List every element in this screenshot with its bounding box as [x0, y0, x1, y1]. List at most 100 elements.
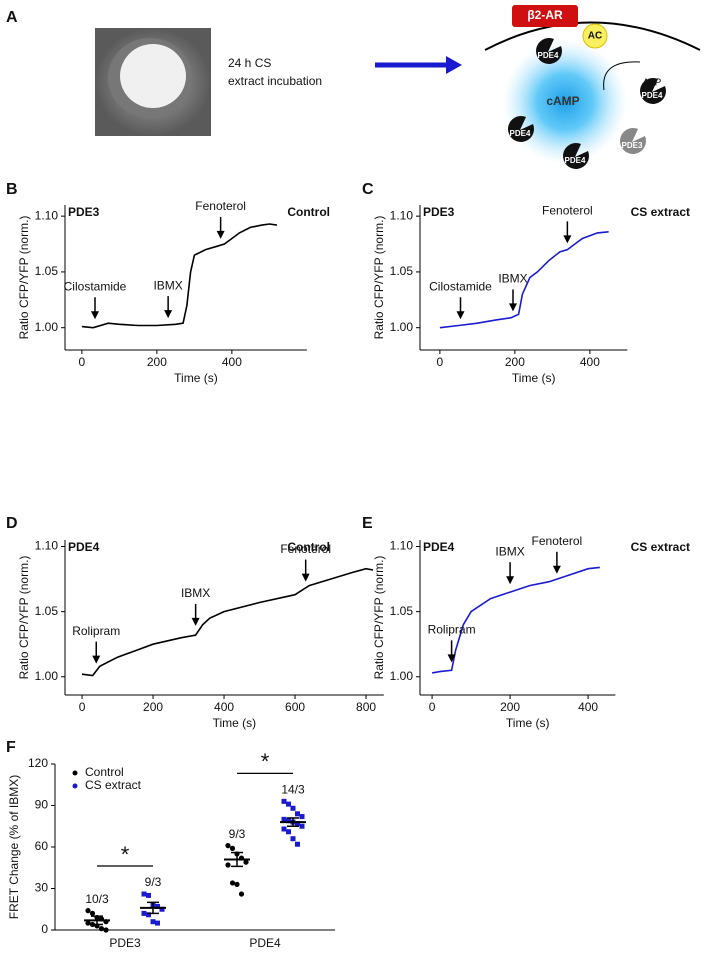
y-tick-label: 1.05	[35, 604, 59, 618]
trace	[431, 566, 600, 674]
y-tick-label: 30	[35, 881, 49, 895]
legend-marker	[72, 783, 78, 789]
annotation: IBMX	[498, 272, 527, 286]
caption-line: 24 h CS	[228, 56, 271, 70]
annotation-arrowhead	[447, 654, 456, 663]
annotation: Fenoterol	[280, 542, 331, 556]
x-tick-label: 400	[578, 700, 598, 714]
data-point	[141, 891, 147, 897]
data-point	[295, 820, 300, 826]
data-point	[155, 903, 160, 909]
panel-title: PDE3	[423, 205, 455, 219]
x-tick-label: 200	[147, 355, 167, 369]
y-tick-label: 120	[28, 756, 48, 770]
panel-a: A 24 h CS extract incubation β2-AR AC AT…	[6, 5, 701, 164]
n-label: 9/3	[145, 875, 162, 889]
y-tick-label: 1.00	[390, 320, 414, 334]
y-axis-label: Ratio CFP/YFP (norm.)	[372, 556, 386, 680]
y-tick-label: 1.00	[35, 669, 59, 683]
data-point	[89, 910, 96, 917]
y-tick-label: 90	[35, 798, 49, 812]
data-point	[146, 912, 151, 918]
panel-label: F	[6, 739, 16, 756]
annotation: Fenoterol	[195, 199, 246, 213]
trace	[439, 231, 609, 329]
y-tick-label: 1.10	[390, 539, 414, 553]
legend-marker	[72, 770, 78, 776]
trace	[81, 223, 278, 329]
y-axis-label: FRET Change (% of IBMX)	[7, 775, 21, 920]
data-point	[295, 841, 300, 847]
x-tick-label: 200	[500, 700, 520, 714]
panel-title: Control	[287, 205, 330, 219]
panel-label: D	[6, 515, 18, 532]
panel-label: A	[6, 9, 18, 26]
data-point	[146, 892, 151, 898]
x-tick-label: 0	[79, 700, 86, 714]
enzyme-label: PDE4	[642, 91, 663, 100]
x-tick-label: PDE4	[249, 936, 281, 950]
n-label: 10/3	[85, 892, 109, 906]
annotation-arrowhead	[164, 310, 173, 319]
annotation-arrowhead	[216, 230, 225, 239]
arrow-head	[446, 56, 462, 74]
data-point	[281, 816, 287, 822]
annotation: IBMX	[153, 278, 182, 292]
annotation: Fenoterol	[532, 534, 583, 548]
x-tick-label: 200	[143, 700, 163, 714]
y-tick-label: 1.05	[390, 264, 414, 278]
data-point	[286, 829, 291, 835]
annotation-arrowhead	[456, 311, 465, 320]
data-point	[85, 920, 91, 926]
annotation: Cilostamide	[64, 279, 127, 293]
receptor-label: β2-AR	[527, 8, 563, 22]
annotation-arrowhead	[191, 617, 200, 626]
x-axis-label: Time (s)	[512, 371, 556, 385]
x-axis-label: Time (s)	[506, 716, 550, 730]
enzyme-label: PDE3	[622, 141, 643, 150]
panel-label: E	[362, 515, 373, 532]
data-point	[281, 798, 287, 804]
data-point	[103, 927, 109, 933]
annotation: Fenoterol	[542, 204, 593, 218]
x-tick-label: 0	[79, 355, 86, 369]
airway-lumen	[120, 44, 186, 108]
annotation-arrowhead	[509, 303, 517, 312]
n-label: 9/3	[229, 827, 246, 841]
data-point	[225, 843, 231, 849]
y-tick-label: 1.10	[35, 539, 59, 553]
panel-title: PDE3	[68, 205, 100, 219]
x-tick-label: 400	[580, 355, 600, 369]
n-label: 14/3	[281, 783, 305, 797]
enzyme	[620, 128, 647, 155]
x-tick-label: 200	[505, 355, 525, 369]
data-point	[155, 920, 160, 926]
data-point	[290, 805, 296, 811]
x-axis-label: Time (s)	[174, 371, 218, 385]
data-point	[150, 919, 156, 925]
significance: *	[121, 842, 130, 867]
data-point	[299, 823, 305, 829]
x-tick-label: 800	[356, 700, 376, 714]
data-point	[159, 906, 165, 912]
y-tick-label: 0	[41, 922, 48, 936]
enzyme-label: PDE4	[538, 51, 559, 60]
y-tick-label: 1.00	[390, 669, 414, 683]
x-tick-label: PDE3	[109, 936, 141, 950]
receptor	[512, 5, 578, 27]
data-point	[234, 881, 240, 887]
annotation-arrowhead	[301, 573, 310, 582]
y-tick-label: 1.10	[390, 208, 414, 222]
annotation-arrowhead	[91, 311, 99, 320]
y-axis-label: Ratio CFP/YFP (norm.)	[17, 556, 31, 680]
x-tick-label: 0	[429, 700, 436, 714]
panel-title: CS extract	[631, 205, 690, 219]
data-point	[225, 862, 231, 868]
panel-title: PDE4	[423, 540, 455, 554]
y-tick-label: 1.00	[35, 320, 59, 334]
data-point	[229, 845, 236, 851]
data-point	[299, 814, 305, 820]
y-tick-label: 1.10	[35, 208, 59, 222]
x-tick-label: 600	[285, 700, 305, 714]
data-point	[286, 818, 291, 824]
